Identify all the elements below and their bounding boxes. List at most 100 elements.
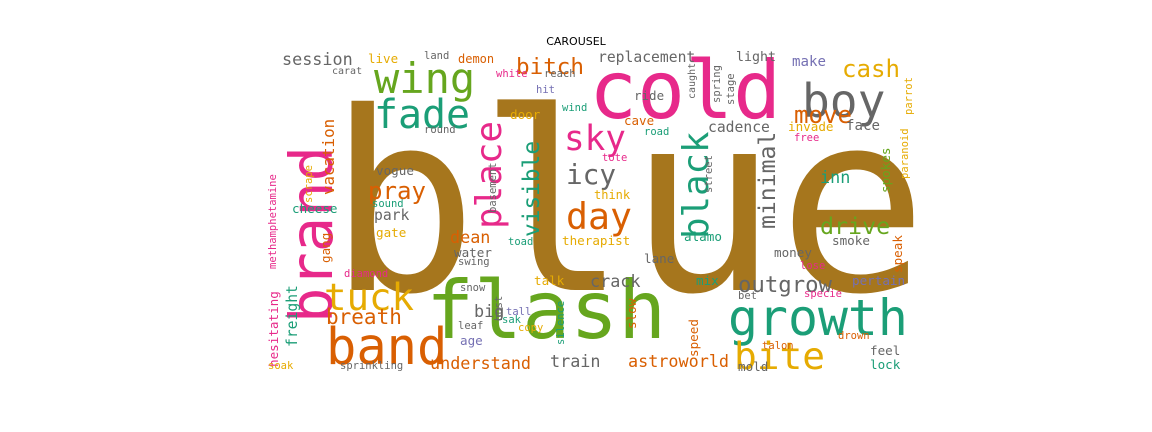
cloud-word: mix xyxy=(696,272,719,288)
cloud-word: day xyxy=(566,194,632,238)
cloud-word: lose xyxy=(800,259,826,272)
cloud-word: leaf xyxy=(458,319,484,332)
cloud-word: lock xyxy=(870,356,901,372)
cloud-word: silence xyxy=(554,300,567,345)
cloud-word: mold xyxy=(738,358,769,374)
cloud-word: vogue xyxy=(376,162,414,178)
cloud-word: spring xyxy=(710,65,723,103)
cloud-word: astroworld xyxy=(628,350,730,371)
cloud-word: blue xyxy=(328,59,916,350)
cloud-word: outgrow xyxy=(738,271,832,298)
cloud-word: understand xyxy=(430,352,532,373)
cloud-word: face xyxy=(846,117,880,134)
cloud-word: move xyxy=(794,100,853,129)
cloud-word: money xyxy=(774,244,812,260)
cloud-word: drown xyxy=(838,329,870,342)
cloud-word: hesitating xyxy=(265,291,281,367)
cloud-word: flash xyxy=(426,264,667,358)
cloud-word: water xyxy=(454,244,492,260)
cloud-word: breath xyxy=(326,304,402,329)
cloud-word: big xyxy=(474,300,505,321)
cloud-word: icy xyxy=(566,158,617,192)
cloud-word: ride xyxy=(634,87,665,103)
cloud-word: bitch xyxy=(516,53,585,80)
cloud-word: slow xyxy=(623,298,639,329)
cloud-word: carat xyxy=(332,66,363,78)
cloud-word: train xyxy=(550,350,601,371)
cloud-word: visible xyxy=(518,140,545,237)
cloud-word: minimal xyxy=(755,131,782,229)
cloud-word: sak xyxy=(502,313,521,326)
cloud-word: swing xyxy=(458,255,490,268)
cloud-word: specie xyxy=(804,287,842,300)
cloud-word: parrot xyxy=(902,77,915,115)
cloud-word: gang xyxy=(317,232,333,263)
cloud-word: diamond xyxy=(344,267,389,280)
cloud-word: speed xyxy=(685,319,701,357)
cloud-word: scrape xyxy=(302,165,315,203)
cloud-word: white xyxy=(496,67,528,80)
cloud-word: live xyxy=(368,50,399,66)
cloud-word: freight xyxy=(283,285,301,347)
word-cloud: blue flash cold brand growth band wing boy bite t… xyxy=(264,49,916,375)
cloud-word: reach xyxy=(544,67,576,80)
cloud-word: feel xyxy=(870,342,901,358)
cloud-word: stage xyxy=(724,73,737,105)
cloud-word: road xyxy=(644,125,670,138)
cloud-word: band xyxy=(326,316,448,375)
cloud-word: dean xyxy=(450,226,491,247)
cloud-word: cash xyxy=(842,54,901,83)
cloud-word: alamo xyxy=(684,228,722,244)
cloud-word: talk xyxy=(534,272,565,288)
cloud-word: smoke xyxy=(832,232,870,248)
cloud-word: park xyxy=(374,206,410,224)
cloud-word: basement xyxy=(486,162,499,213)
cloud-word: snow xyxy=(460,281,486,294)
cloud-word: free xyxy=(794,131,820,144)
cloud-word: soak xyxy=(268,359,294,372)
cloud-word: tote xyxy=(602,151,628,164)
cloud-word: wing xyxy=(374,54,476,103)
cloud-word: methamphetamine xyxy=(266,174,279,269)
cloud-word: copy xyxy=(518,321,544,334)
cloud-word: land xyxy=(424,49,450,62)
cloud-word: toad xyxy=(508,235,534,248)
cloud-word: age xyxy=(460,332,483,348)
cloud-word: hit xyxy=(536,83,555,96)
cloud-word: fade xyxy=(374,92,471,139)
cloud-word: cave xyxy=(624,112,655,128)
cloud-word: gate xyxy=(376,224,407,240)
cloud-word: make xyxy=(792,53,826,70)
cloud-word: speak xyxy=(889,235,905,273)
cloud-word: sky xyxy=(564,118,626,159)
cloud-word: boy xyxy=(802,73,886,128)
cloud-word: cheese xyxy=(292,200,338,216)
cloud-word: inn xyxy=(820,166,851,187)
cloud-word: caught xyxy=(687,62,699,99)
cloud-word: paranoid xyxy=(898,128,911,179)
cloud-word: drive xyxy=(820,213,891,241)
cloud-word: door xyxy=(510,106,541,122)
cloud-word: invade xyxy=(788,118,834,134)
cloud-word: cadence xyxy=(708,118,770,136)
cloud-word: sound xyxy=(372,197,404,210)
cloud-word: bite xyxy=(734,334,826,375)
cloud-word: spokes xyxy=(877,147,893,194)
cloud-word: talon xyxy=(762,339,794,352)
cloud-word: replacement xyxy=(598,49,696,66)
cloud-word: crack xyxy=(590,270,641,291)
cloud-word: pray xyxy=(368,176,427,205)
cloud-word: vacation xyxy=(319,118,339,195)
cloud-word: session xyxy=(282,49,353,69)
cloud-word: lane xyxy=(644,250,675,266)
figure-title: CAROUSEL xyxy=(546,35,606,48)
cloud-word: tall xyxy=(506,305,532,318)
cloud-word: sprinkling xyxy=(340,359,404,372)
cloud-word: street xyxy=(702,155,715,193)
cloud-word: cold xyxy=(589,49,782,138)
cloud-word: tuck xyxy=(324,275,415,320)
cloud-word: bet xyxy=(738,289,757,302)
cloud-word: round xyxy=(424,123,456,136)
cloud-word: demon xyxy=(458,52,495,67)
cloud-word: pertain xyxy=(852,272,906,288)
